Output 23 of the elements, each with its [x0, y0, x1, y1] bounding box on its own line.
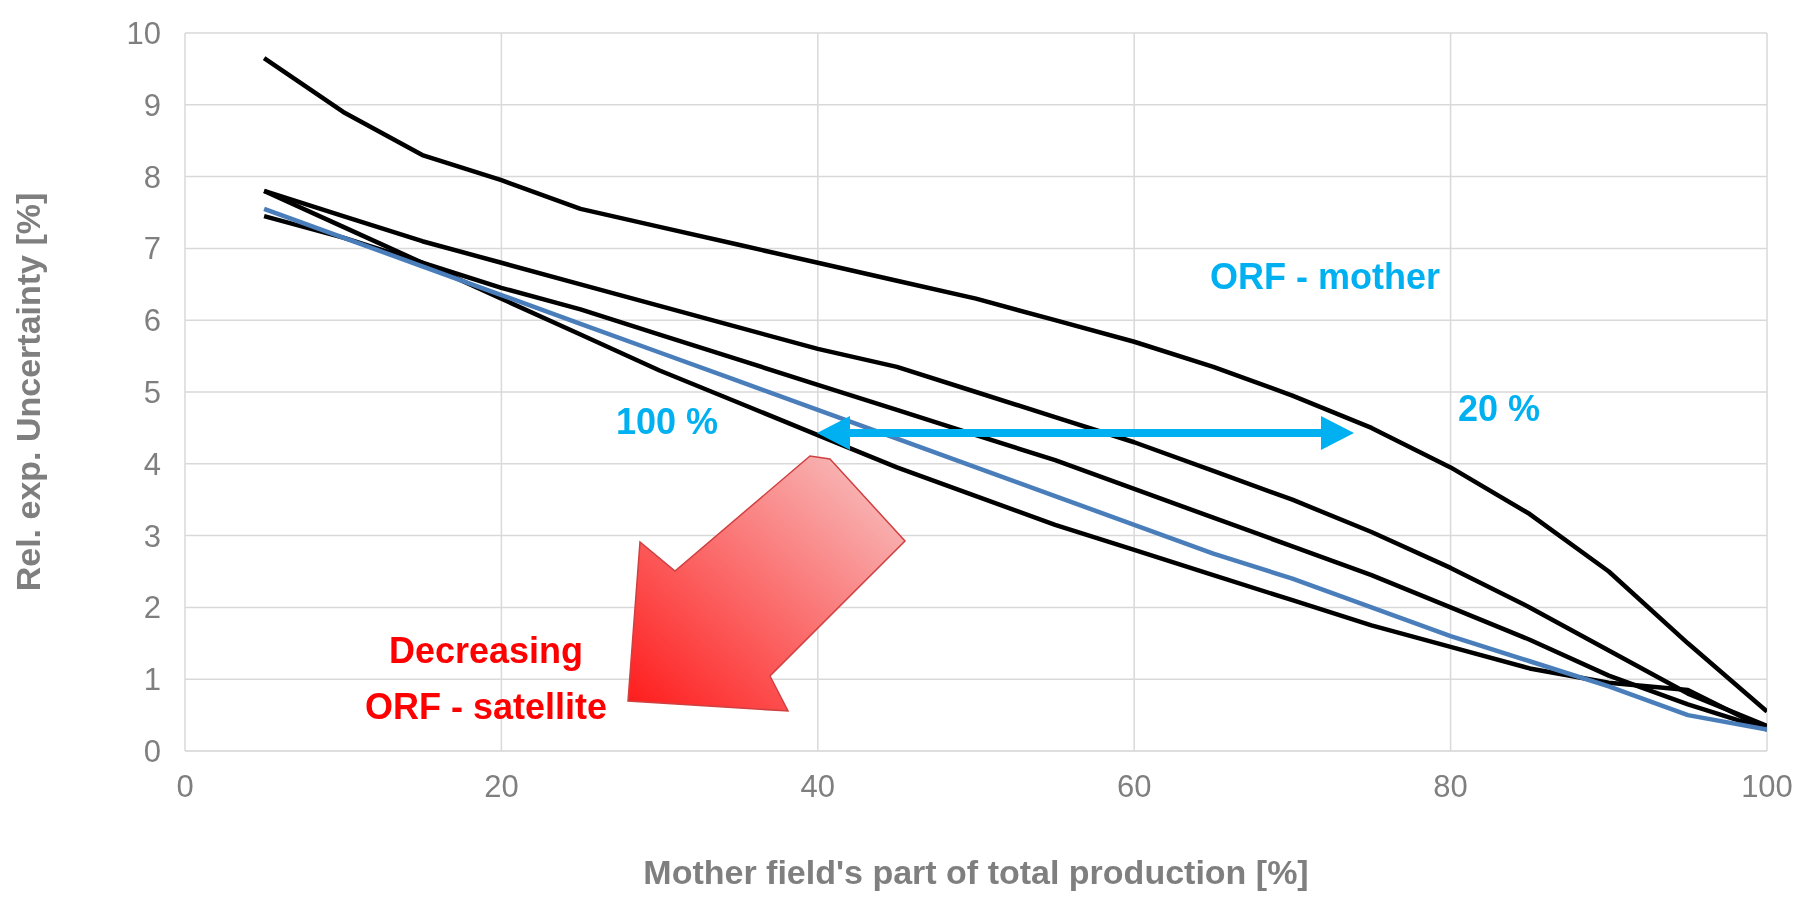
x-tick-label: 0 — [176, 769, 194, 805]
annotation: Decreasing ORF - satellite — [364, 630, 608, 727]
y-tick-label: 8 — [143, 159, 161, 195]
y-tick-label: 0 — [143, 734, 161, 770]
y-axis-title: Rel. exp. Uncertainty [%] — [9, 192, 48, 592]
y-tick-label: 4 — [143, 446, 161, 482]
y-tick-label: 9 — [143, 87, 161, 123]
y-tick-label: 2 — [143, 590, 161, 626]
annotation: 20 % — [1457, 388, 1541, 429]
y-tick-label: 1 — [143, 662, 161, 698]
y-tick-label: 10 — [126, 16, 161, 52]
y-tick-label: 6 — [143, 303, 161, 339]
x-tick-label: 40 — [800, 769, 836, 805]
x-tick-label: 100 — [1741, 769, 1793, 805]
y-tick-label: 3 — [143, 518, 161, 554]
y-tick-label: 7 — [143, 231, 161, 267]
x-tick-label: 60 — [1116, 769, 1152, 805]
x-axis-title: Mother field's part of total production [%] — [643, 853, 1309, 891]
x-tick-label: 20 — [484, 769, 519, 805]
annotation: ORF - mother — [1210, 256, 1440, 297]
y-tick-label: 5 — [143, 375, 161, 411]
annotation: 100 % — [615, 401, 719, 442]
x-tick-label: 80 — [1433, 769, 1468, 805]
